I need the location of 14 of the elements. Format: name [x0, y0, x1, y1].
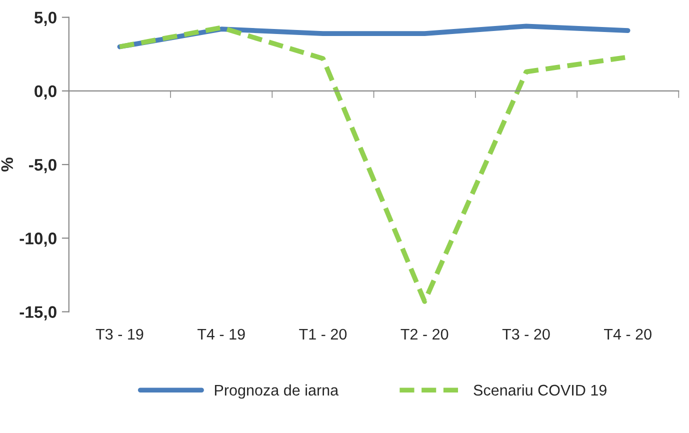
y-tick-label: 0,0: [34, 85, 56, 100]
y-tick-label: -5,0: [29, 158, 56, 174]
x-tick-label: T2 - 20: [400, 328, 448, 340]
legend-label: Prognoza de iarna: [214, 384, 339, 399]
y-tick-label: -15,0: [20, 306, 56, 320]
x-tick-label: T3 - 20: [502, 328, 550, 340]
y-tick-label: 5,0: [34, 12, 56, 26]
x-tick-label: T4 - 20: [604, 328, 652, 340]
x-tick-label: T4 - 19: [197, 328, 245, 340]
x-tick-label: T1 - 20: [299, 328, 347, 340]
legend-label: Scenariu COVID 19: [474, 384, 606, 396]
y-axis-title: %: [1, 158, 14, 172]
y-tick-label: -10,0: [20, 232, 56, 247]
x-tick-label: T3 - 19: [96, 328, 144, 340]
